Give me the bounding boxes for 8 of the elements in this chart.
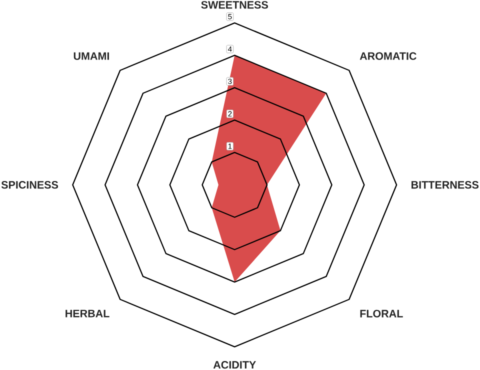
spoke-label: ACIDITY [213, 361, 256, 369]
spoke-label: FLORAL [360, 310, 403, 318]
spoke-label: SWEETNESS [201, 1, 268, 9]
spoke-label: BITTERNESS [412, 181, 479, 189]
spoke-label: UMAMI [74, 52, 109, 60]
spoke-label: SPICINESS [1, 181, 58, 189]
spoke-label: AROMATIC [360, 52, 416, 60]
spoke-label: HERBAL [66, 310, 110, 318]
